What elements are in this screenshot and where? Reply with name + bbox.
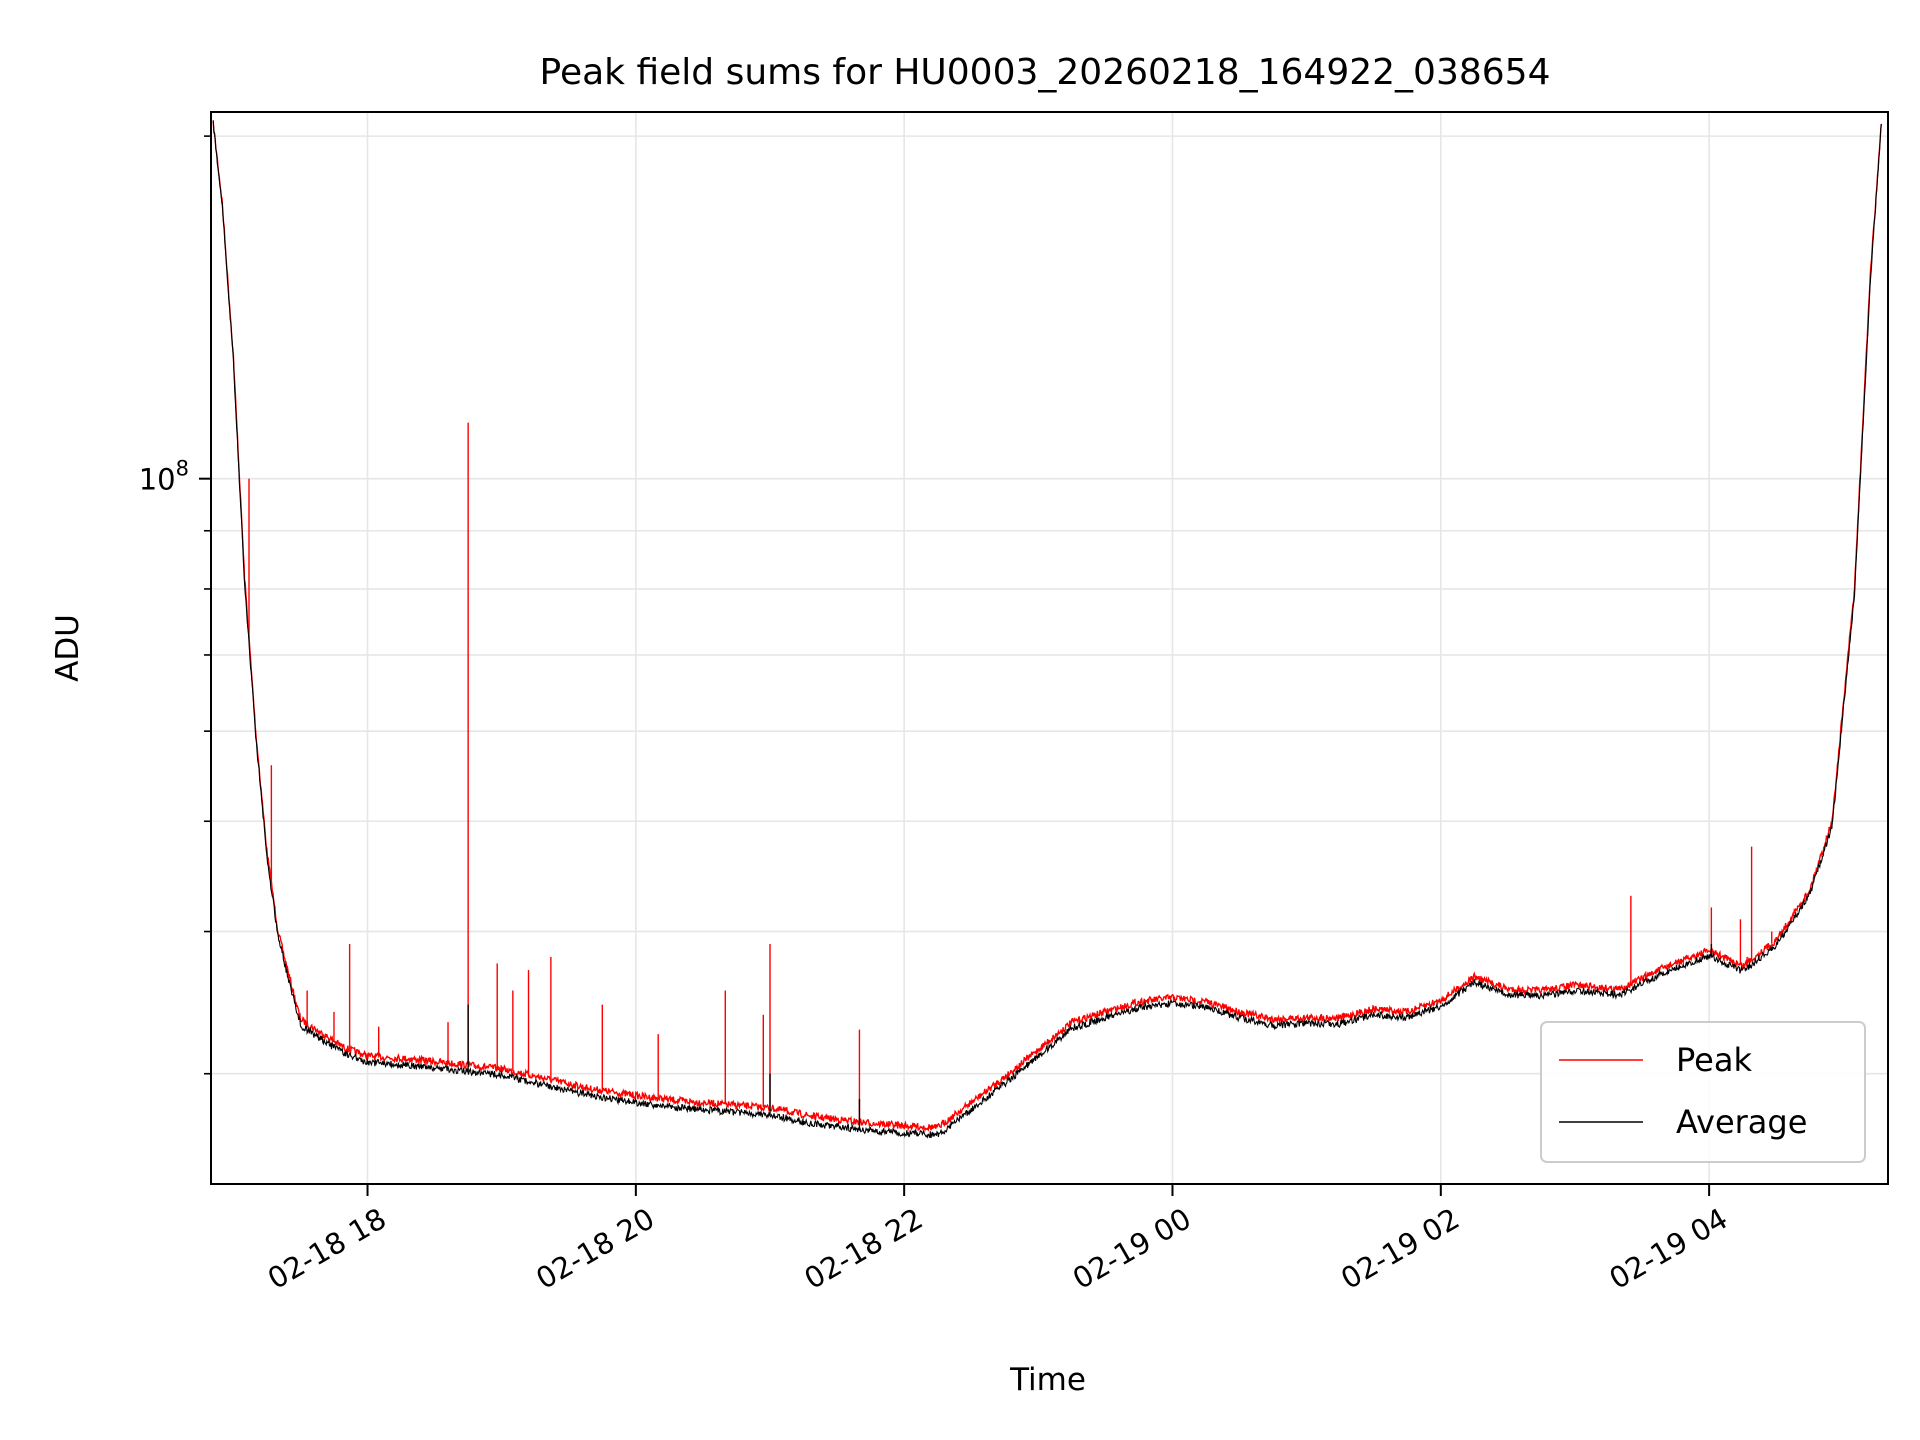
- series-line-average: [212, 120, 1882, 1139]
- plot-frame: [210, 111, 1889, 1185]
- chart-title: Peak field sums for HU0003_20260218_1649…: [540, 52, 1551, 93]
- y-axis-label: ADU: [50, 614, 86, 682]
- series-line-peak: [212, 120, 1882, 1132]
- y-tick-label: 108: [139, 457, 189, 497]
- y-tick-label-exponent: 8: [176, 457, 189, 481]
- x-axis-label: Time: [1009, 1362, 1086, 1398]
- legend-label-average: Average: [1676, 1103, 1807, 1141]
- grid: [211, 112, 1888, 1184]
- legend-label-peak: Peak: [1676, 1041, 1752, 1079]
- series-layer: [212, 120, 1882, 1139]
- legend: Peak Average: [1540, 1021, 1866, 1163]
- y-axis-ticks: 108: [139, 135, 211, 1075]
- legend-box: [1540, 1021, 1866, 1163]
- y-tick-label-base: 10: [139, 463, 176, 497]
